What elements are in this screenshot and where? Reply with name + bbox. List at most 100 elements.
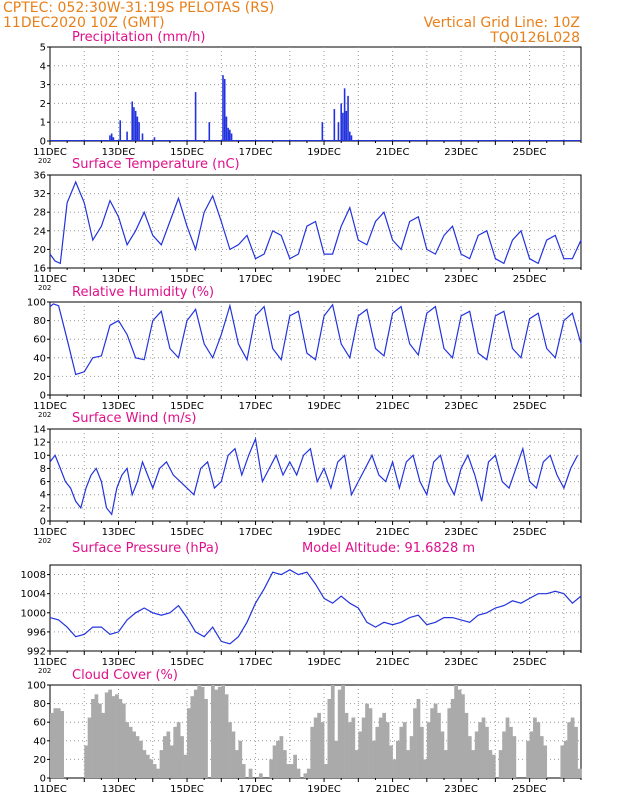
x-tick-label: 23DEC <box>444 401 478 412</box>
precip-bar <box>343 88 346 141</box>
cloud-bar <box>467 736 472 778</box>
precip-bar <box>110 133 113 141</box>
cloud-bar <box>419 726 424 778</box>
cloud-bar <box>406 750 411 778</box>
cloud-bar <box>132 731 136 778</box>
cloud-bar <box>269 759 273 778</box>
y-tick-label: 8 <box>40 464 46 475</box>
cloud-bar <box>94 694 99 778</box>
cloud-bar <box>433 703 438 778</box>
cloud-bar <box>214 689 219 778</box>
cloud-bar <box>533 717 537 778</box>
cloud-bar <box>378 717 383 778</box>
cloud-bar <box>310 726 315 778</box>
x-tick-label: 19DEC <box>307 147 341 158</box>
y-tick-label: 1000 <box>21 608 46 619</box>
cloud-bar <box>135 736 140 778</box>
y-tick-label: 24 <box>33 226 46 237</box>
y-tick-label: 28 <box>33 208 46 219</box>
x-tick-label: 17DEC <box>239 657 273 668</box>
year-fragment: 202 <box>38 157 51 165</box>
cloud-bar <box>224 694 229 778</box>
x-tick-label: 11DEC <box>33 657 67 668</box>
precip-bar <box>225 116 228 141</box>
plot-frame <box>49 174 582 269</box>
cloud-bar <box>512 736 517 778</box>
cloud-bar <box>454 685 458 778</box>
x-tick-label: 21DEC <box>376 657 410 668</box>
cloud-bar <box>526 740 530 778</box>
x-tick-label: 19DEC <box>307 274 341 285</box>
cloud-bar <box>125 722 130 778</box>
y-tick-label: 80 <box>33 316 46 327</box>
plot-frame <box>49 46 582 142</box>
series-line <box>49 180 582 265</box>
cloud-bar <box>464 712 469 778</box>
y-tick-label: 2 <box>40 503 46 514</box>
x-tick-label: 25DEC <box>513 527 547 538</box>
x-tick-label: 15DEC <box>170 657 204 668</box>
cloud-bar <box>461 694 465 778</box>
x-tick-label: 13DEC <box>102 657 136 668</box>
x-tick-label: 25DEC <box>513 274 547 285</box>
y-tick-label: 3 <box>40 80 46 91</box>
cloud-bar <box>91 698 95 778</box>
y-tick-label: 0 <box>40 137 46 148</box>
x-tick-label: 19DEC <box>307 401 341 412</box>
cloud-bar <box>365 703 369 778</box>
cloud-bar <box>426 722 431 778</box>
precip-bar <box>340 103 342 141</box>
cloud-bar <box>173 726 178 778</box>
cloud-bar <box>87 717 92 778</box>
plot-frame <box>49 428 582 522</box>
panel-title: Precipitation (mm/h) <box>72 30 205 45</box>
cloud-bar <box>334 740 339 778</box>
y-tick-label: 100 <box>27 681 46 692</box>
cloud-bar <box>145 754 150 778</box>
y-tick-label: 12 <box>33 438 46 449</box>
precip-bar <box>119 120 122 141</box>
cloud-bar <box>447 708 452 778</box>
cloud-bar <box>372 740 376 778</box>
cloud-bar <box>50 712 54 778</box>
cloud-bar <box>166 731 171 778</box>
precip-bar <box>230 133 233 141</box>
cloud-bar <box>84 745 88 778</box>
y-tick-label: 60 <box>33 718 46 729</box>
precip-bar <box>138 122 140 141</box>
precip-bar <box>134 110 137 141</box>
cloud-bar <box>279 736 284 778</box>
y-tick-label: 0 <box>40 774 46 785</box>
panel-2: 16 20 24 28 32 36 11DEC 13DEC 15DEC 17DEC 19DEC 21D… <box>33 157 582 292</box>
precip-bar <box>126 131 128 141</box>
series-line <box>49 436 579 516</box>
cloud-bar <box>121 703 126 778</box>
y-tick-label: 992 <box>27 647 46 658</box>
cloud-bar <box>200 686 205 778</box>
cloud-bar <box>502 731 506 778</box>
header-run-time: 11DEC2020 10Z (GMT) <box>3 15 165 31</box>
cloud-bar <box>115 694 119 778</box>
cloud-bar <box>351 717 356 778</box>
cloud-bar <box>402 722 407 778</box>
x-tick-label: 21DEC <box>376 784 410 795</box>
cloud-bar <box>324 764 328 778</box>
cloud-bar <box>330 685 335 778</box>
precip-bar <box>112 137 115 141</box>
x-tick-label: 11DEC <box>33 147 67 158</box>
cloud-bar <box>293 754 297 778</box>
precip-bar <box>345 110 348 141</box>
x-tick-label: 23DEC <box>444 657 478 668</box>
x-tick-label: 15DEC <box>170 784 204 795</box>
x-tick-label: 21DEC <box>376 401 410 412</box>
cloud-bar <box>139 740 143 778</box>
y-tick-label: 0 <box>40 517 46 528</box>
cloud-bar <box>577 768 582 778</box>
y-tick-label: 4 <box>40 490 46 501</box>
cloud-bar <box>416 698 421 778</box>
x-tick-label: 11DEC <box>33 527 67 538</box>
cloud-bar <box>488 750 493 778</box>
cloud-bar <box>97 703 102 778</box>
y-tick-label: 20 <box>33 245 46 256</box>
